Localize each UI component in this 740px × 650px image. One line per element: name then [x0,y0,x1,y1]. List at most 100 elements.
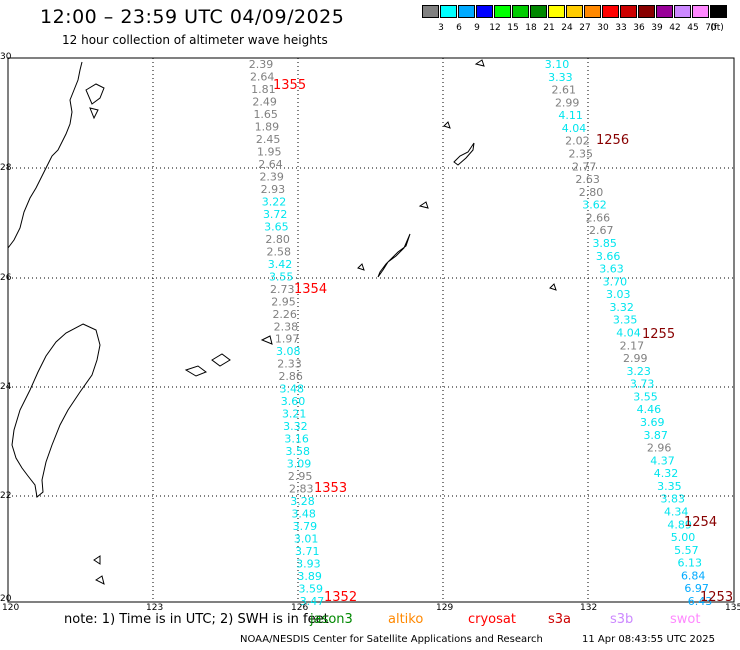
wave-height-value: 3.63 [599,263,624,276]
legend-altiko: altiko [388,612,424,627]
wave-height-value: 2.93 [261,183,286,196]
wave-height-value: 6.43 [688,595,713,608]
zhoushan-islands [85,83,105,120]
wave-height-value: 3.69 [640,416,665,429]
lat-label-26: 26 [0,273,12,283]
pass-time-label: 1254 [684,515,717,530]
wave-height-value: 4.89 [667,518,692,531]
wave-height-value: 3.60 [281,395,306,408]
coastlines [7,59,557,585]
wave-height-value: 3.21 [282,408,307,421]
lon-label-135: 135 [725,603,740,613]
tokara-islands [418,59,485,209]
wave-height-value: 3.89 [297,570,322,583]
wave-height-value: 3.47 [300,595,325,608]
wave-height-value: 3.35 [657,480,682,493]
daito-island [549,283,557,291]
wave-height-value: 2.49 [252,96,277,109]
color-swatch-15 [494,5,511,18]
wave-height-value: 2.39 [249,58,274,71]
lon-label-126: 126 [291,603,309,613]
wave-height-value: 2.95 [288,470,313,483]
color-swatch-39 [638,5,655,18]
wave-height-value: 3.01 [294,533,319,546]
wave-height-value: 6.13 [678,557,703,570]
map-title: 12:00 – 23:59 UTC 04/09/2025 [40,6,345,28]
wave-height-value: 6.97 [684,582,709,595]
color-swatch-3 [422,5,439,18]
wave-height-value: 3.48 [280,383,305,396]
wave-height-value: 3.58 [286,445,311,458]
wave-height-value: 2.64 [258,158,283,171]
wave-height-value: 3.08 [276,345,301,358]
kerama-islands [357,263,365,271]
wave-height-value: 2.83 [289,483,314,496]
wave-height-value: 2.64 [250,71,275,84]
color-scale-label: 12 [489,23,501,33]
lat-label-24: 24 [0,382,12,392]
wave-height-value: 3.59 [299,583,324,596]
color-scale-label: 30 [597,23,609,33]
wave-height-value: 3.55 [269,270,294,283]
map-frame [7,57,735,603]
wave-height-value: 1.89 [255,120,280,133]
wave-height-value: 3.65 [264,220,289,233]
wave-height-value: 1.95 [257,145,282,158]
wave-height-value: 3.72 [263,208,288,221]
wave-height-value: 2.67 [589,224,614,237]
color-swatch-9 [458,5,475,18]
lon-label-123: 123 [146,603,164,613]
color-scale-label: 39 [651,23,663,33]
wave-height-value: 2.38 [274,320,299,333]
wave-height-value: 4.46 [637,403,662,416]
wave-height-value: 3.48 [291,508,316,521]
wave-height-value: 3.32 [283,420,308,433]
okinawa-island [377,233,411,278]
color-scale-label: 6 [456,23,462,33]
color-swatch-36 [620,5,637,18]
color-scale-label: 24 [561,23,573,33]
wave-height-value: 3.32 [609,301,634,314]
color-swatch-42 [656,5,673,18]
pass-time-label: 1255 [642,327,675,342]
wave-height-value: 4.04 [616,327,641,340]
wave-height-value: 3.16 [284,433,309,446]
color-swatch-45 [674,5,691,18]
wave-height-value: 2.61 [552,84,577,97]
color-swatch-27 [566,5,583,18]
wave-height-value: 2.26 [272,308,297,321]
wave-height-value: 2.66 [586,211,611,224]
wave-height-value: 2.99 [623,352,648,365]
wave-height-value: 2.02 [565,135,590,148]
color-scale-label: 36 [633,23,645,33]
wave-height-value: 2.35 [569,148,594,161]
lon-label-129: 129 [436,603,454,613]
pass-time-label: 1353 [314,481,347,496]
wave-height-value: 4.04 [562,122,587,135]
wave-height-value: 3.62 [582,199,607,212]
color-scale-label: 42 [669,23,681,33]
wave-height-value: 1.81 [251,83,276,96]
ishigaki-islands [211,335,273,367]
color-swatch-33 [602,5,619,18]
wave-height-value: 3.03 [606,288,631,301]
color-swatch-top [710,5,727,18]
pass-time-label: 1354 [294,282,327,297]
pass-time-label: 1352 [324,590,357,605]
legend-cryosat: cryosat [468,612,516,627]
wave-height-value: 2.45 [256,133,281,146]
wave-height-value: 2.80 [579,186,604,199]
wave-height-value: 2.33 [277,358,302,371]
wave-height-value: 3.09 [287,458,312,471]
lon-label-132: 132 [580,603,598,613]
color-swatch-12 [476,5,493,18]
wave-height-value: 3.23 [626,365,651,378]
lat-label-28: 28 [0,163,12,173]
legend-swot: swot [670,612,701,627]
amami-island [453,142,475,166]
lat-label-20: 20 [0,594,12,604]
wave-height-value: 3.85 [592,237,617,250]
wave-height-value: 3.28 [290,495,315,508]
wave-height-value: 2.63 [575,173,600,186]
